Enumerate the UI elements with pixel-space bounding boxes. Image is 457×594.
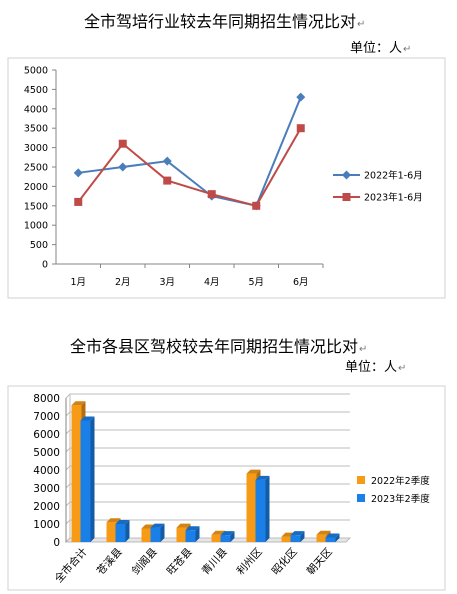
chart1-data-point <box>162 156 172 166</box>
chart1-x-tick-label: 4月 <box>204 277 220 288</box>
chart2-bar-top <box>106 518 121 523</box>
chart1-y-tick-label: 0 <box>42 260 48 271</box>
chart1-y-tick-label: 5000 <box>24 66 48 77</box>
chart1-x-tick-label: 5月 <box>248 277 264 288</box>
chart1-series-line <box>78 96 302 207</box>
chart2-bar-side <box>265 475 270 542</box>
chart1-legend-label: 2023年1-6月 <box>364 192 423 204</box>
chart2-bar <box>71 405 82 542</box>
chart1-y-tick-label: 3500 <box>24 124 48 135</box>
chart1-series-line <box>77 127 302 207</box>
chart1-data-point <box>252 201 261 210</box>
chart2-bar <box>150 527 161 542</box>
chart2-legend-label: 2023年2季度 <box>371 493 430 505</box>
chart1-frame <box>7 57 446 299</box>
chart1-y-tick-label: 2000 <box>24 182 48 193</box>
chart2-bar <box>80 420 91 542</box>
chart1-legend-label: 2022年1-6月 <box>364 170 423 182</box>
chart2-bar-side <box>195 526 200 542</box>
chart2-bar <box>255 479 266 542</box>
chart2-y-tick-label: 4000 <box>33 465 60 477</box>
chart1-data-point <box>118 162 128 172</box>
chart1-unit: 单位：人↵ <box>350 37 411 56</box>
chart2-bar-top <box>246 469 261 474</box>
chart2-bar <box>106 522 117 542</box>
chart1-data-point <box>163 176 172 185</box>
chart1-x-tick-label: 3月 <box>159 277 175 288</box>
chart2-y-tick-label: 6000 <box>33 429 60 441</box>
chart2-bar-top <box>115 520 130 524</box>
chart1-data-point <box>296 124 305 133</box>
chart1-y-tick-label: 1000 <box>24 221 48 232</box>
chart2-bar-side <box>90 416 95 542</box>
paragraph-mark-icon: ↵ <box>357 19 366 30</box>
chart2-bar-side <box>160 523 165 542</box>
chart1-x-tick-label: 1月 <box>70 277 86 288</box>
chart2-bar-top <box>220 531 235 536</box>
chart1-x-tick-label: 2月 <box>115 277 131 288</box>
chart1-legend-marker <box>342 170 351 180</box>
chart2-legend-swatch <box>357 494 365 502</box>
chart1-data-point <box>74 197 83 206</box>
chart2-bar <box>141 528 152 542</box>
chart1-data-point <box>207 190 216 199</box>
chart1-title: 全市驾培行业较去年同期招生情况比对↵ <box>84 8 365 32</box>
chart2-bar-top <box>80 416 95 421</box>
chart2-bar <box>176 527 187 542</box>
chart1-data-point <box>296 92 306 102</box>
chart2-bar-side <box>125 520 130 542</box>
chart2-y-tick-label: 7000 <box>33 411 60 423</box>
paragraph-mark-icon: ↵ <box>398 363 407 374</box>
chart2-bar-top <box>255 475 270 480</box>
chart2-bar <box>290 535 301 542</box>
chart1-legend-marker <box>342 193 351 201</box>
chart2-y-tick-label: 8000 <box>33 393 60 405</box>
chart2-bar-top <box>176 523 191 528</box>
chart2-bar-side <box>335 533 340 542</box>
chart1-y-tick-label: 4000 <box>24 104 48 115</box>
chart2-bar-side <box>230 531 235 542</box>
chart2-y-tick-label: 0 <box>53 537 60 549</box>
chart1-y-tick-label: 2500 <box>24 163 48 174</box>
chart1-y-tick-label: 500 <box>30 240 48 251</box>
chart1-unit-text: 单位：人 <box>350 41 403 56</box>
chart2-legend-swatch <box>357 476 365 484</box>
chart2-bar <box>281 536 292 542</box>
chart2-bar <box>185 530 196 542</box>
chart1-data-point <box>118 139 127 148</box>
chart2-bar <box>115 524 126 542</box>
chart2-bar-top <box>325 533 340 538</box>
chart2-bar-top <box>185 526 200 531</box>
chart2-y-tick-label: 3000 <box>33 483 60 495</box>
chart2-bar <box>220 535 231 542</box>
chart2-title: 全市各县区驾校较去年同期招生情况比对↵ <box>70 333 367 357</box>
chart1-y-tick-label: 3000 <box>24 143 48 154</box>
paragraph-mark-icon: ↵ <box>359 344 368 355</box>
chart2-bar-side <box>300 531 305 542</box>
chart2-bar-top <box>71 401 86 406</box>
chart1-y-tick-label: 1500 <box>24 201 48 212</box>
chart1-data-point <box>73 168 83 178</box>
chart2-unit-text: 单位：人 <box>345 360 398 375</box>
chart1-y-tick-label: 4500 <box>24 85 48 96</box>
paragraph-mark-icon: ↵ <box>403 44 412 55</box>
chart2-y-tick-label: 1000 <box>33 519 60 531</box>
chart2-bar <box>316 534 327 542</box>
chart2-title-text: 全市各县区驾校较去年同期招生情况比对 <box>70 337 359 356</box>
chart2-bar-top <box>316 530 331 535</box>
chart1-x-tick-label: 6月 <box>293 277 309 288</box>
chart2-y-tick-label: 2000 <box>33 501 60 513</box>
chart2-bar-top <box>150 523 165 528</box>
chart2-bar <box>246 473 257 542</box>
chart2-bar <box>325 537 336 542</box>
chart2-bar <box>211 534 222 542</box>
chart1-title-text: 全市驾培行业较去年同期招生情况比对 <box>84 12 357 31</box>
chart2-y-tick-label: 5000 <box>33 447 60 459</box>
chart2-bar-top <box>290 531 305 536</box>
chart2-unit: 单位：人↵ <box>345 356 406 375</box>
chart2-legend-label: 2022年2季度 <box>371 475 430 487</box>
